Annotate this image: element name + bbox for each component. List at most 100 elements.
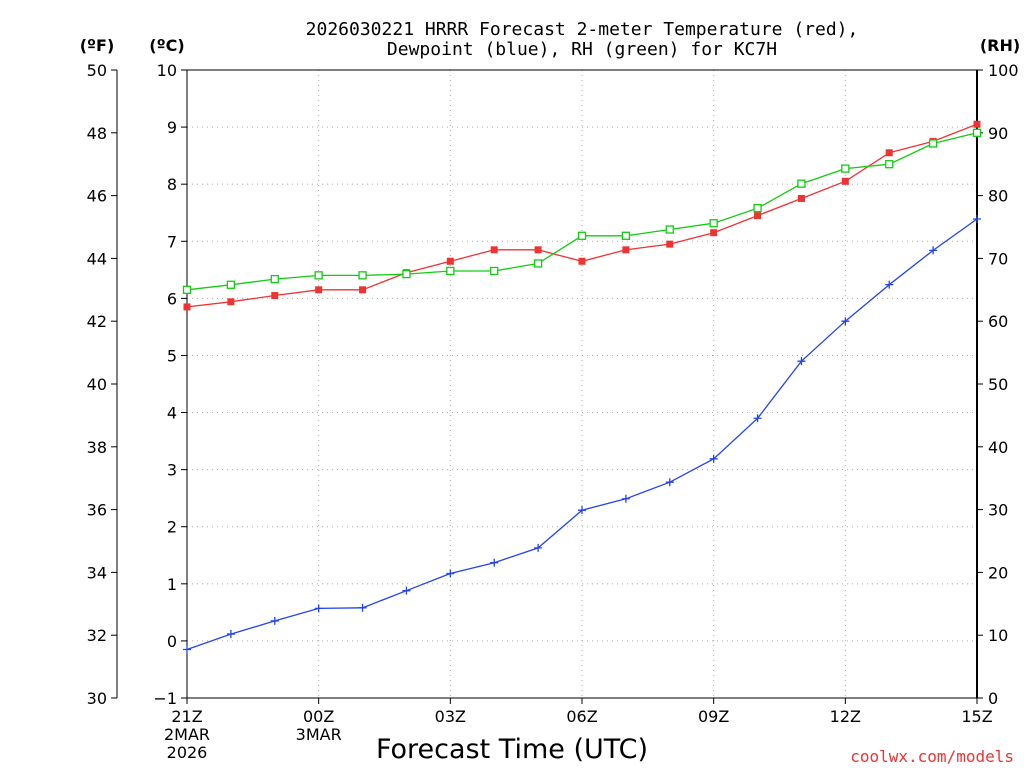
x-tick-label: 15Z	[961, 707, 992, 726]
x-tick-label: 21Z	[171, 707, 202, 726]
celsius-tick-label: 7	[167, 232, 177, 251]
rh-point	[533, 259, 543, 268]
temperature-point	[622, 246, 630, 254]
rh-point	[490, 266, 499, 276]
dewpoint-point	[270, 616, 279, 625]
fahrenheit-tick-label: 40	[87, 375, 107, 394]
dewpoint-point	[402, 586, 411, 595]
series-layer	[182, 120, 982, 654]
fahrenheit-tick-label: 44	[87, 249, 107, 268]
rh-tick-label: 50	[988, 375, 1008, 394]
rh-point	[402, 269, 411, 279]
fahrenheit-tick-label: 36	[87, 501, 107, 520]
chart-title-line2: Dewpoint (blue), RH (green) for KC7H	[387, 39, 777, 60]
rh-point	[226, 280, 236, 289]
x-tick-year: 2026	[167, 743, 208, 762]
dewpoint-point	[534, 543, 543, 552]
rh-point	[709, 219, 718, 228]
dewpoint-point	[226, 630, 235, 639]
rh-tick-label: 80	[988, 187, 1008, 206]
temperature-point	[754, 212, 762, 220]
dewpoint-point	[973, 215, 981, 224]
rh-point	[972, 128, 982, 137]
temperature-point	[271, 292, 279, 300]
rh-point	[665, 225, 674, 234]
x-axis-title: Forecast Time (UTC)	[376, 734, 648, 765]
rh-point	[753, 204, 762, 213]
x-tick-date: 3MAR	[296, 725, 342, 744]
rh-tick-label: 70	[988, 249, 1008, 268]
dewpoint-point	[709, 454, 718, 463]
fahrenheit-tick-label: 42	[87, 312, 107, 331]
rh-tick-label: 20	[988, 563, 1008, 582]
rh-point	[841, 164, 850, 173]
dewpoint-point	[841, 317, 850, 326]
dewpoint-point	[490, 558, 499, 567]
fahrenheit-tick-label: 38	[87, 438, 107, 457]
rh-unit-label: (RH)	[980, 36, 1020, 55]
dewpoint-point	[753, 414, 762, 423]
rh-tick-label: 10	[988, 626, 1008, 645]
series-rh	[182, 128, 982, 294]
rh-point	[182, 285, 192, 294]
rh-point	[577, 231, 587, 240]
x-tick-label: 06Z	[566, 707, 597, 726]
temperature-point	[578, 257, 586, 265]
temperature-point	[227, 298, 235, 306]
dewpoint-line	[186, 218, 978, 651]
fahrenheit-tick-label: 48	[87, 124, 107, 143]
series-temperature	[183, 120, 981, 311]
series-dewpoint	[183, 215, 981, 654]
temperature-point	[315, 286, 323, 294]
dewpoint-point	[885, 280, 894, 289]
watermark: coolwx.com/models	[850, 747, 1014, 766]
plot-frame	[186, 69, 978, 699]
x-tick-label: 00Z	[303, 707, 334, 726]
rh-line	[186, 132, 978, 291]
fahrenheit-tick-label: 34	[87, 563, 107, 582]
fahrenheit-tick-label: 32	[87, 626, 107, 645]
celsius-tick-label: 9	[167, 118, 177, 137]
rh-point	[446, 266, 455, 276]
temperature-point	[446, 257, 454, 265]
x-tick-label: 09Z	[698, 707, 729, 726]
celsius-tick-label: 1	[167, 575, 177, 594]
temperature-point	[490, 246, 498, 254]
rh-point	[797, 179, 806, 188]
fahrenheit-tick-label: 46	[87, 187, 107, 206]
celsius-tick-label: 0	[167, 632, 177, 651]
rh-point	[358, 271, 367, 280]
celsius-tick-label: 8	[167, 175, 177, 194]
x-tick-date: 2MAR	[164, 725, 210, 744]
x-tick-label: 03Z	[435, 707, 466, 726]
rh-point	[928, 139, 938, 148]
celsius-tick-label: 4	[167, 404, 177, 423]
celsius-tick-label: 2	[167, 518, 177, 537]
temperature-point	[885, 149, 893, 157]
temperature-point	[973, 120, 981, 128]
dewpoint-point	[183, 645, 191, 654]
chart-title-line1: 2026030221 HRRR Forecast 2-meter Tempera…	[306, 19, 859, 40]
dewpoint-point	[358, 603, 367, 612]
rh-tick-label: 30	[988, 501, 1008, 520]
celsius-tick-label: 3	[167, 461, 177, 480]
fahrenheit-tick-label: 50	[87, 61, 107, 80]
celsius-tick-label: 6	[167, 289, 177, 308]
temperature-point	[797, 194, 805, 202]
temperature-point	[359, 286, 367, 294]
dewpoint-point	[314, 604, 323, 613]
dewpoint-point	[929, 246, 938, 255]
rh-point	[621, 231, 631, 240]
temperature-point	[666, 240, 674, 248]
rh-point	[314, 271, 323, 280]
celsius-tick-label: 5	[167, 346, 177, 365]
dewpoint-point	[578, 506, 586, 515]
rh-tick-label: 90	[988, 124, 1008, 143]
rh-tick-label: 100	[988, 61, 1019, 80]
fahrenheit-tick-label: 30	[87, 689, 107, 708]
temperature-point	[841, 177, 849, 185]
dewpoint-point	[621, 494, 630, 503]
fahrenheit-unit-label: (ºF)	[80, 36, 115, 55]
